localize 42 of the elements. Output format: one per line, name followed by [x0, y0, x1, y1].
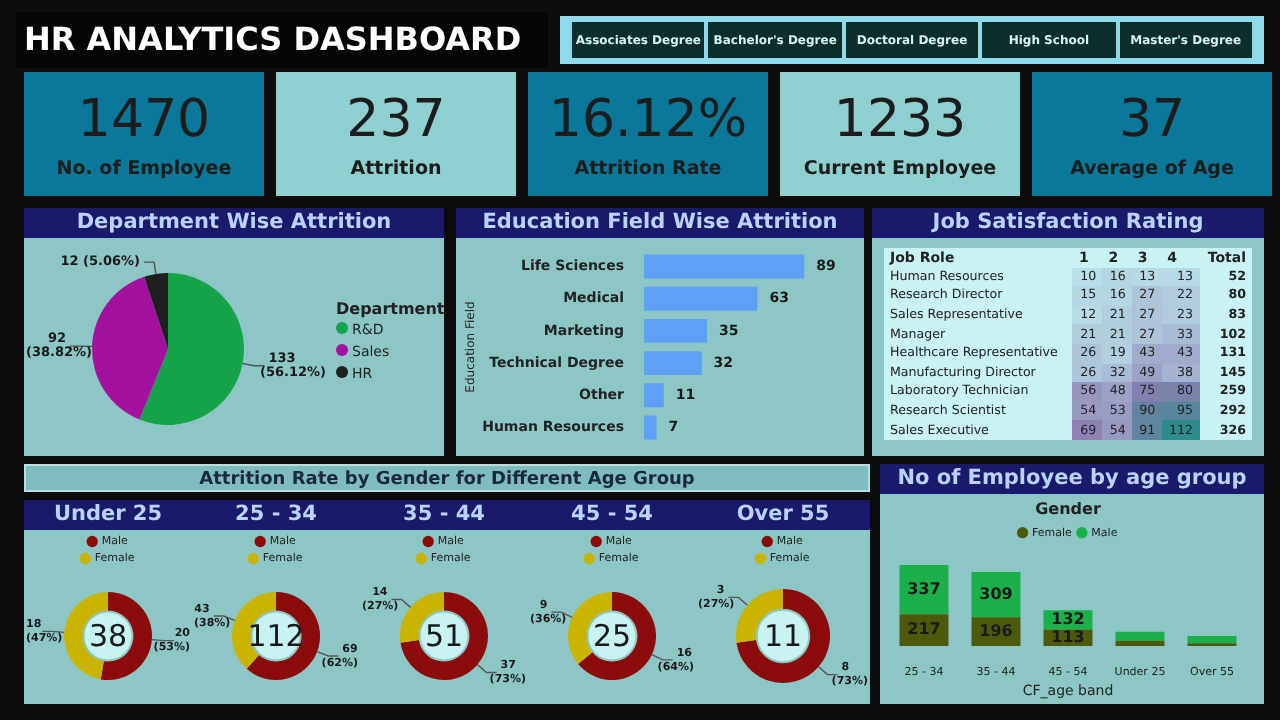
- data-label: 309: [979, 584, 1014, 603]
- text: Attrition: [348, 158, 444, 180]
- bar: [644, 254, 805, 279]
- text: Current Employee: [801, 158, 999, 180]
- bar: [1115, 631, 1165, 641]
- text: 51: [424, 617, 464, 654]
- chart-title: Department Wise Attrition: [24, 208, 444, 238]
- chart-title: 25 - 34: [192, 500, 360, 530]
- data-label: 196: [979, 621, 1014, 640]
- text: Attrition Rate: [572, 158, 724, 180]
- text: HR ANALYTICS DASHBOARD: [16, 12, 548, 68]
- chart-title: No of Employee by age group: [880, 464, 1264, 494]
- chart-title: 35 - 44: [360, 500, 528, 530]
- data-label: 337: [907, 579, 941, 598]
- text: 37: [1116, 90, 1188, 150]
- text: 38: [88, 617, 128, 654]
- text: 1233: [831, 90, 969, 150]
- bar: [644, 318, 707, 343]
- data-label: 217: [907, 620, 941, 639]
- text: 25: [592, 617, 632, 654]
- chart-title: Job Satisfaction Rating: [872, 208, 1264, 238]
- text: 1470: [75, 90, 213, 150]
- chart-title: Over 55: [696, 500, 870, 530]
- chart-title: Education Field Wise Attrition: [456, 208, 864, 238]
- text: No. of Employee: [54, 158, 234, 180]
- bar: [644, 415, 657, 440]
- text: Attrition Rate by Gender for Different Age Group: [24, 464, 870, 492]
- bar: [644, 351, 702, 376]
- legend-title: Department: [336, 298, 445, 320]
- chart-title: 45 - 54: [528, 500, 696, 530]
- text: 11: [763, 617, 803, 654]
- chart-title: Under 25: [24, 500, 192, 530]
- bar: [1187, 635, 1237, 644]
- text: 237: [344, 90, 448, 150]
- text: 16.12%: [546, 90, 750, 150]
- data-label: 113: [1051, 627, 1085, 646]
- data-label: 132: [1051, 609, 1085, 628]
- bar: [1115, 640, 1165, 646]
- bar: [644, 286, 758, 311]
- text: Average of Age: [1068, 158, 1236, 180]
- legend-title: Gender: [1035, 500, 1101, 519]
- bar: [644, 383, 664, 408]
